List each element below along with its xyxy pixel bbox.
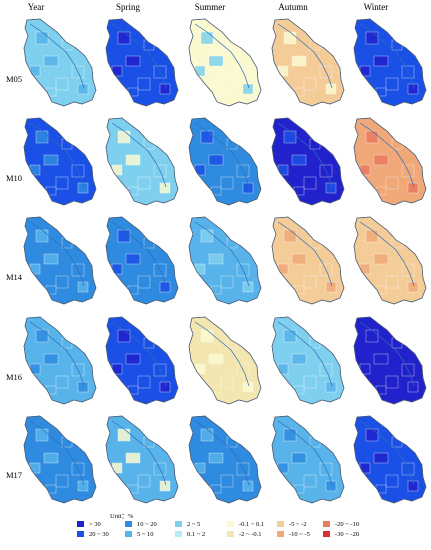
legend-item: 2 ~ 5 [175,520,200,528]
map-m14-spring [105,216,179,305]
map-m10-summer [188,117,262,206]
map-m16-summer [188,316,262,405]
legend-label: 2 ~ 5 [187,520,201,528]
map-m17-spring [105,415,179,504]
map-m05-summer [188,18,262,107]
legend-label: -5 ~ -2 [289,520,307,528]
legend-item: 10 ~ 20 [125,520,157,528]
map-m14-autumn [271,216,345,305]
row-label-m16: M16 [5,372,23,382]
map-m16-year [23,316,97,405]
map-grid [23,18,427,504]
map-m17-autumn [271,415,345,504]
legend-swatch [175,531,182,537]
map-m14-winter [353,216,427,305]
column-header-spring: Spring [115,2,140,12]
legend-item: -5 ~ -2 [277,520,307,528]
column-header-year: Year [27,2,45,12]
legend-item: -0.1 ~ 0.1 [227,520,264,528]
map-m16-spring [105,316,179,405]
legend-swatch [77,521,84,527]
legend-label: 0.1 ~ 2 [187,530,206,538]
map-m17-year [23,415,97,504]
legend-item: 0.1 ~ 2 [175,530,205,538]
legend-item: 5 ~ 10 [125,530,154,538]
legend-label: 10 ~ 20 [137,520,157,528]
legend-label: -0.1 ~ 0.1 [239,520,265,528]
column-header-autumn: Autumn [278,2,308,12]
map-m05-winter [353,18,427,107]
legend-swatch [77,531,84,537]
legend-swatch [323,521,330,527]
map-m10-year [23,117,97,206]
legend-label: -2 ~ -0.1 [239,530,262,538]
map-m10-winter [353,117,427,206]
legend-swatch [125,531,132,537]
legend-label: > 30 [89,520,101,528]
legend-item: -10 ~ -5 [277,530,310,538]
map-m05-year [23,18,97,107]
legend-item: -2 ~ -0.1 [227,530,261,538]
map-m10-autumn [271,117,345,206]
row-label-m05: M05 [5,74,23,84]
legend-item: 20 ~ 30 [77,530,109,538]
legend-label: -30 ~ -20 [335,530,360,538]
row-label-m10: M10 [5,173,23,183]
column-header-summer: Summer [194,2,226,12]
legend-label: -10 ~ -5 [289,530,310,538]
legend-swatch [227,521,234,527]
row-label-m14: M14 [5,272,23,282]
legend-unit: Unit：% [110,513,134,520]
legend-item: -20 ~ -10 [323,520,359,528]
legend-label: 20 ~ 30 [89,530,109,538]
legend-label: -20 ~ -10 [335,520,360,528]
legend-swatch [277,521,284,527]
legend-swatch [125,521,132,527]
map-m14-year [23,216,97,305]
legend: Unit：% > 30 20 ~ 30 10 ~ 20 5 ~ 10 2 ~ 5 0.1 … [77,510,367,548]
legend-item: -30 ~ -20 [323,530,359,538]
legend-label: 5 ~ 10 [137,530,154,538]
map-m05-autumn [271,18,345,107]
legend-swatch [227,531,234,537]
map-m10-spring [105,117,179,206]
map-m16-winter [353,316,427,405]
map-m14-summer [188,216,262,305]
legend-swatch [175,521,182,527]
legend-swatch [323,531,330,537]
map-m05-spring [105,18,179,107]
row-label-m17: M17 [5,470,23,480]
column-header-winter: Winter [363,2,389,12]
legend-swatch [277,531,284,537]
map-m17-summer [188,415,262,504]
map-m16-autumn [271,316,345,405]
map-m17-winter [353,415,427,504]
legend-item: > 30 [77,520,101,528]
